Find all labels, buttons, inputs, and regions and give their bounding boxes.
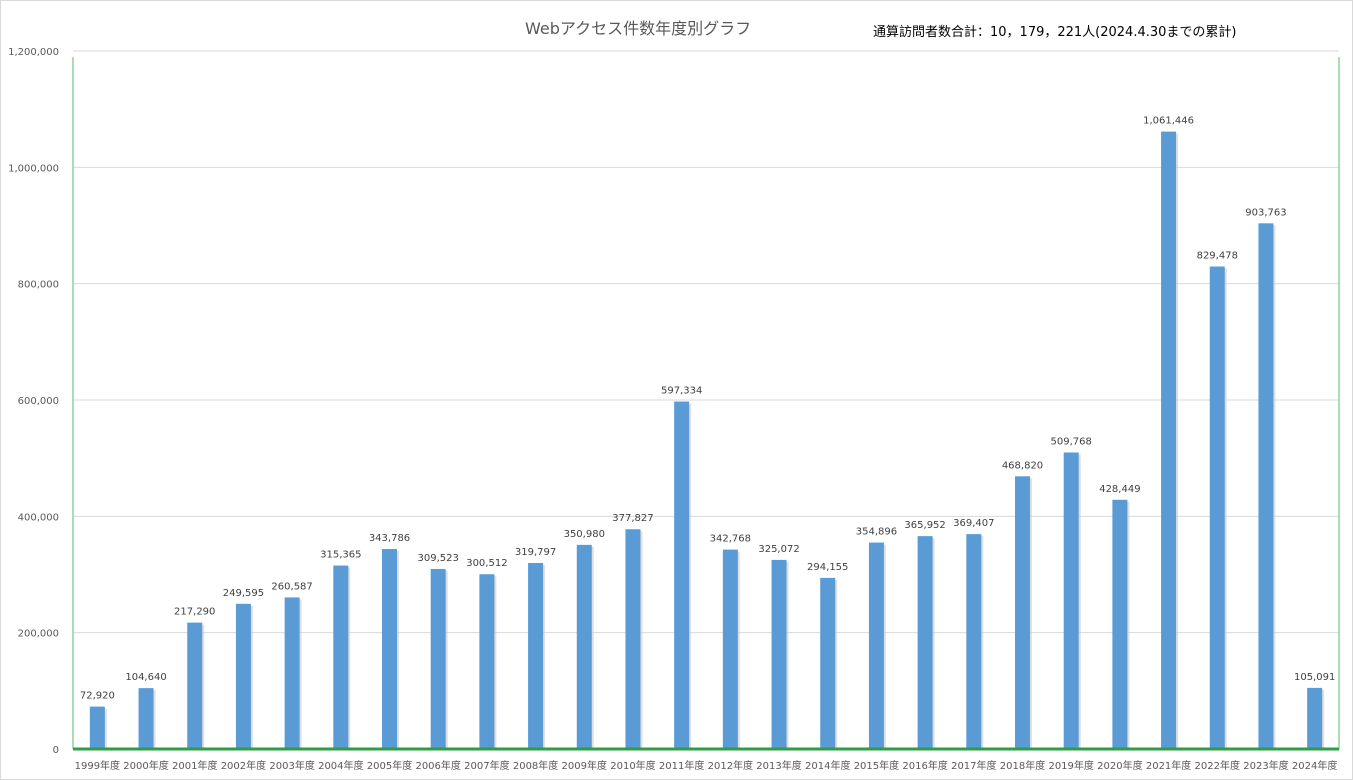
chart-title: Webアクセス件数年度別グラフ [525, 19, 752, 38]
category-label: 2007年度 [464, 759, 509, 772]
bar [1161, 131, 1177, 750]
data-label: 468,820 [1002, 460, 1043, 471]
data-label: 365,952 [904, 520, 945, 531]
bar [868, 542, 884, 749]
data-label: 315,365 [320, 550, 361, 561]
y-tick-label: 200,000 [18, 629, 59, 640]
category-label: 2023年度 [1243, 759, 1288, 772]
data-label: 354,896 [856, 527, 897, 538]
bar [138, 688, 154, 749]
y-tick-label: 400,000 [18, 512, 59, 523]
data-label: 350,980 [564, 529, 605, 540]
data-label: 325,072 [758, 544, 799, 555]
data-label: 105,091 [1294, 672, 1335, 683]
category-label: 2018年度 [1000, 759, 1045, 772]
bar [820, 577, 836, 749]
bar [333, 565, 349, 749]
y-tick-label: 0 [53, 745, 59, 756]
bar [674, 401, 690, 749]
y-axis-ticks: 0 200,000 400,000 600,000 800,000 1,000,000 1,… [8, 47, 59, 756]
data-labels: 72,920 104,640 217,290 249,595 260,587 315,36… [80, 116, 1335, 702]
data-label: 509,768 [1051, 436, 1092, 447]
bar [235, 603, 251, 749]
data-label: 294,155 [807, 562, 848, 573]
category-label: 2020年度 [1097, 759, 1142, 772]
category-label: 2019年度 [1048, 759, 1093, 772]
bar [625, 529, 641, 749]
category-label: 2021年度 [1146, 759, 1191, 772]
bar [966, 534, 982, 749]
gridlines [73, 50, 1339, 634]
bar [479, 574, 495, 749]
data-label: 903,763 [1245, 207, 1286, 218]
data-label: 428,449 [1099, 484, 1140, 495]
bar [382, 549, 397, 749]
category-label: 2017年度 [951, 759, 996, 772]
chart-subtitle: 通算訪問者数合計：10，179，221人(2024.4.30までの累計) [873, 25, 1237, 40]
category-label: 2011年度 [659, 759, 704, 772]
bar [528, 562, 544, 749]
bar [89, 706, 105, 749]
data-label: 249,595 [223, 588, 264, 599]
category-label: 2024年度 [1292, 759, 1337, 772]
bar [917, 536, 933, 749]
y-tick-label: 1,000,000 [8, 163, 59, 174]
category-label: 2000年度 [123, 759, 168, 772]
bar [284, 597, 300, 749]
bars [89, 131, 1325, 750]
data-label: 829,478 [1197, 251, 1238, 262]
data-label: 377,827 [612, 513, 653, 524]
bar [771, 559, 787, 749]
category-label: 2010年度 [610, 759, 655, 772]
data-label: 597,334 [661, 386, 702, 397]
category-label: 1999年度 [75, 759, 120, 772]
data-label: 1,061,446 [1143, 116, 1194, 127]
category-label: 2009年度 [562, 759, 607, 772]
bar [722, 549, 738, 749]
category-label: 2014年度 [805, 759, 850, 772]
category-label: 2012年度 [708, 759, 753, 772]
y-tick-label: 600,000 [18, 396, 59, 407]
category-label: 2004年度 [318, 759, 363, 772]
data-label: 309,523 [418, 553, 459, 564]
x-axis-ticks: 1999年度 2000年度 2001年度 2002年度 2003年度 2004年度 2005… [75, 759, 1338, 772]
bar [1015, 476, 1030, 749]
category-label: 2002年度 [221, 759, 266, 772]
bar [576, 544, 592, 749]
category-label: 2008年度 [513, 759, 558, 772]
data-label: 104,640 [125, 672, 166, 683]
bar [1307, 687, 1323, 749]
bar [1209, 266, 1225, 749]
category-label: 2003年度 [269, 759, 314, 772]
bar [187, 622, 203, 749]
bar [430, 568, 446, 749]
category-label: 2013年度 [756, 759, 801, 772]
category-label: 2022年度 [1195, 759, 1240, 772]
data-label: 319,797 [515, 547, 556, 558]
category-label: 2016年度 [902, 759, 947, 772]
category-label: 2005年度 [367, 759, 412, 772]
bar [1112, 499, 1128, 749]
bar [1258, 223, 1274, 750]
y-tick-label: 800,000 [18, 280, 59, 291]
bar [1063, 452, 1079, 749]
data-label: 72,920 [80, 691, 115, 702]
data-label: 343,786 [369, 533, 410, 544]
category-label: 2015年度 [854, 759, 899, 772]
category-label: 2001年度 [172, 759, 217, 772]
data-label: 217,290 [174, 607, 215, 618]
data-label: 369,407 [953, 518, 994, 529]
axes [72, 57, 1340, 751]
y-tick-label: 1,200,000 [8, 47, 59, 58]
category-label: 2006年度 [415, 759, 460, 772]
data-label: 260,587 [271, 581, 312, 592]
data-label: 342,768 [710, 534, 751, 545]
data-label: 300,512 [466, 558, 507, 569]
